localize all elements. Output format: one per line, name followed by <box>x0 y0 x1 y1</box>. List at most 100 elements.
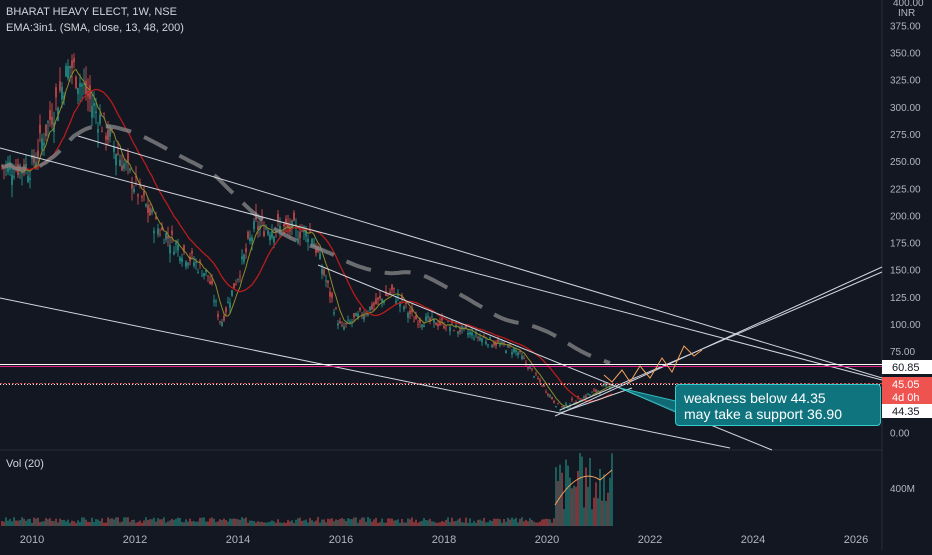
candle-body <box>79 83 81 87</box>
volume-bar <box>163 517 165 526</box>
volume-bar <box>503 519 505 526</box>
volume-bar <box>141 522 143 526</box>
candle-body <box>547 393 549 396</box>
annotation-callout[interactable]: weakness below 44.35 may take a support … <box>675 384 881 426</box>
candle-body <box>191 251 193 254</box>
candle-body <box>115 154 117 166</box>
resistance-tag: 60.85 <box>882 360 932 374</box>
volume-bar <box>17 520 19 526</box>
candle-body <box>607 384 609 386</box>
volume-bar <box>239 519 241 526</box>
volume-bar <box>209 518 211 526</box>
volume-bar <box>571 488 573 526</box>
volume-bar <box>359 519 361 526</box>
candle-body <box>173 251 175 255</box>
candle-body <box>429 317 431 322</box>
volume-bar <box>317 517 319 526</box>
candle-body <box>535 373 537 375</box>
volume-bar <box>215 522 217 526</box>
projection-path <box>603 345 703 383</box>
candle-body <box>273 236 275 243</box>
volume-bar <box>497 518 499 526</box>
volume-bar <box>203 517 205 526</box>
candle-body <box>321 268 323 275</box>
candle-body <box>555 405 557 408</box>
candle-body <box>393 287 395 289</box>
candle-body <box>601 384 603 387</box>
volume-bar <box>147 520 149 526</box>
candle-body <box>603 384 605 386</box>
volume-bar <box>579 452 581 526</box>
volume-bar <box>333 521 335 526</box>
volume-bar <box>397 519 399 526</box>
volume-bar <box>521 517 523 526</box>
volume-bar <box>319 522 321 526</box>
last-price-tag: 45.05 <box>882 377 932 391</box>
volume-bar <box>189 518 191 526</box>
volume-bar <box>601 500 603 526</box>
candle-body <box>539 379 541 382</box>
volume-bar <box>463 522 465 526</box>
candle-body <box>133 189 135 193</box>
candle-body <box>59 81 61 91</box>
trendline <box>0 147 883 381</box>
candle-body <box>195 261 197 263</box>
volume-bar <box>403 522 405 526</box>
candle-body <box>427 315 429 318</box>
volume-bar <box>153 517 155 526</box>
volume-bar <box>47 519 49 526</box>
candle-body <box>591 391 593 393</box>
volume-bar <box>223 518 225 526</box>
volume-legend[interactable]: Vol (20) <box>6 458 44 470</box>
candle-body <box>165 233 167 240</box>
volume-bar <box>67 519 69 526</box>
volume-bar <box>363 517 365 526</box>
countdown-tag-bg <box>882 390 932 404</box>
candle-body <box>589 394 591 396</box>
volume-bar <box>367 517 369 526</box>
volume-bar <box>185 519 187 526</box>
volume-bar <box>335 519 337 526</box>
candle-body <box>55 87 57 98</box>
volume-bar <box>361 517 363 526</box>
candle-body <box>587 393 589 395</box>
candle-body <box>331 293 333 298</box>
x-tick-label: 2014 <box>226 534 250 546</box>
candle-body <box>269 234 271 241</box>
candle-body <box>69 65 71 69</box>
volume-bar <box>553 518 555 526</box>
volume-bar <box>91 517 93 526</box>
volume-bar <box>365 521 367 526</box>
candle-body <box>249 237 251 242</box>
volume-bar <box>409 519 411 526</box>
candle-body <box>413 321 415 323</box>
y-tick-label: 300.00 <box>890 103 921 114</box>
candle-body <box>141 196 143 198</box>
volume-bar <box>321 519 323 526</box>
candle-body <box>299 232 301 239</box>
indicator-legend[interactable]: EMA:3in1. (SMA, close, 13, 48, 200) <box>6 22 184 34</box>
candle-body <box>519 350 521 352</box>
volume-bar <box>111 518 113 526</box>
candle-body <box>469 332 471 335</box>
volume-bar <box>159 519 161 526</box>
candle-body <box>359 307 361 311</box>
candle-body <box>61 86 63 100</box>
volume-bar <box>539 521 541 526</box>
callout-line-1: weakness below 44.35 <box>684 390 826 406</box>
y-tick-label: 225.00 <box>890 184 921 195</box>
candle-body <box>311 239 313 246</box>
volume-bar <box>75 522 77 526</box>
volume-bar <box>473 520 475 526</box>
candle-body <box>395 300 397 304</box>
volume-bar <box>561 472 563 526</box>
volume-bar <box>273 521 275 526</box>
trendline <box>554 266 883 417</box>
volume-bar <box>507 517 509 526</box>
volume-bar <box>527 521 529 526</box>
volume-bar <box>307 522 309 526</box>
volume-bar <box>161 519 163 526</box>
volume-bar <box>205 521 207 526</box>
